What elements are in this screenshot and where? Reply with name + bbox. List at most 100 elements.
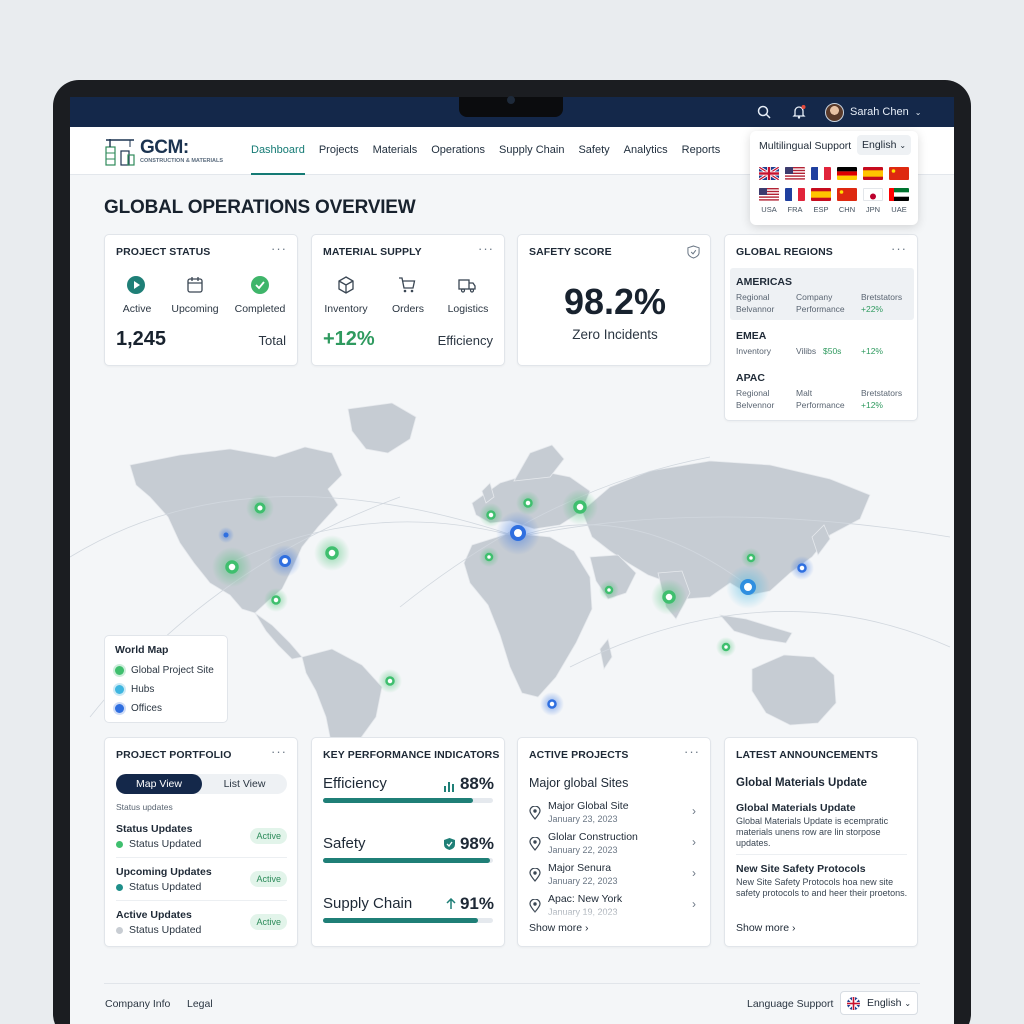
chevron-right-icon: › bbox=[692, 835, 696, 849]
nav-safety[interactable]: Safety bbox=[578, 144, 610, 156]
flag-code: ESP bbox=[813, 205, 829, 214]
announcement-title[interactable]: New Site Safety Protocols bbox=[736, 863, 866, 875]
tab-list-view[interactable]: List View bbox=[223, 778, 266, 790]
chn-flag-icon[interactable] bbox=[837, 188, 857, 201]
tab-map-view[interactable]: Map View bbox=[116, 774, 202, 794]
card-title: PROJECT STATUS bbox=[116, 246, 211, 258]
status-label-upcoming: Upcoming bbox=[171, 303, 219, 315]
chevron-down-icon: ⌄ bbox=[904, 999, 912, 1008]
logo-subtitle: CONSTRUCTION & MATERIALS bbox=[140, 158, 224, 164]
region-americas[interactable]: AMERICAS Regional Belvannor Company Perf… bbox=[730, 268, 914, 320]
nav-dashboard[interactable]: Dashboard bbox=[251, 127, 305, 175]
footer-company-link[interactable]: Company Info bbox=[105, 998, 171, 1010]
avatar bbox=[825, 102, 844, 122]
markers bbox=[212, 489, 814, 716]
legend-title: World Map bbox=[115, 644, 169, 656]
portfolio-row-title: Upcoming Updates bbox=[116, 866, 212, 878]
active-projects-card: ACTIVE PROJECTS ··· Major global Sites M… bbox=[517, 737, 711, 947]
kpi-name: Efficiency bbox=[323, 775, 387, 792]
portfolio-row-title: Status Updates bbox=[116, 823, 193, 835]
esp-flag-icon[interactable] bbox=[811, 188, 831, 201]
more-icon[interactable]: ··· bbox=[891, 241, 907, 256]
status-badge: Active bbox=[250, 914, 287, 930]
legend-item-hubs[interactable]: Hubs bbox=[115, 684, 154, 695]
footer-language-label: Language Support bbox=[747, 998, 834, 1010]
portfolio-row-title: Active Updates bbox=[116, 909, 192, 921]
map-pin-icon bbox=[529, 868, 541, 882]
spain-flag-icon[interactable] bbox=[863, 167, 883, 180]
germany-flag-icon[interactable] bbox=[837, 167, 857, 180]
nav-operations[interactable]: Operations bbox=[431, 144, 486, 156]
app-screen: Sarah Chen ⌄ GCM: CONSTRUCTION & MATERIA… bbox=[70, 97, 954, 1024]
main-nav: Dashboard Projects Materials Operations … bbox=[251, 127, 734, 175]
announcement-body: New Site Safety Protocols hoa new site s… bbox=[736, 877, 908, 898]
world-map[interactable] bbox=[70, 387, 954, 747]
footer-legal-link[interactable]: Legal bbox=[187, 998, 213, 1010]
uae-flag-icon[interactable] bbox=[889, 188, 909, 201]
show-more-link[interactable]: Show more › bbox=[529, 922, 589, 934]
uk-flag-icon[interactable] bbox=[759, 167, 779, 180]
active-projects-subtitle: Major global Sites bbox=[529, 776, 629, 790]
kpi-progress-fill bbox=[323, 918, 478, 923]
more-icon[interactable]: ··· bbox=[478, 241, 494, 256]
search-icon[interactable] bbox=[756, 104, 772, 120]
more-icon[interactable]: ··· bbox=[684, 744, 700, 759]
more-icon[interactable]: ··· bbox=[271, 241, 287, 256]
jpn-flag-icon[interactable] bbox=[863, 188, 883, 201]
cart-icon bbox=[399, 277, 416, 293]
user-menu[interactable]: Sarah Chen ⌄ bbox=[825, 102, 921, 122]
footer-language-select[interactable]: English ⌄ bbox=[840, 991, 918, 1015]
total-count: 1,245 bbox=[116, 328, 167, 350]
efficiency-change: +12% bbox=[323, 328, 375, 350]
map-pin-icon bbox=[529, 899, 541, 913]
legend-item-project-site[interactable]: Global Project Site bbox=[115, 665, 214, 676]
card-title: KEY PERFORMANCE INDICATORS bbox=[323, 749, 500, 761]
legend-item-offices[interactable]: Offices bbox=[115, 703, 162, 714]
portfolio-row-sub: Status Updated bbox=[116, 924, 201, 936]
status-label-active: Active bbox=[122, 303, 152, 315]
bar-chart-icon bbox=[444, 782, 454, 792]
crane-logo-icon bbox=[105, 139, 135, 166]
announcement-body: Global Materials Update is ecempratic ma… bbox=[736, 816, 889, 848]
nav-reports[interactable]: Reports bbox=[681, 144, 721, 156]
portfolio-row-sub: Status Updated bbox=[116, 838, 201, 850]
arrow-up-icon bbox=[446, 898, 456, 909]
region-emea[interactable]: EMEA Inventory Vilibs $50s +12% bbox=[736, 330, 883, 356]
china-flag-icon[interactable] bbox=[889, 167, 909, 180]
fra-flag-icon[interactable] bbox=[785, 188, 805, 201]
efficiency-label: Efficiency bbox=[437, 333, 493, 348]
map-pin-icon bbox=[529, 806, 541, 820]
kpi-progress bbox=[323, 798, 493, 803]
us-flag-icon[interactable] bbox=[785, 167, 805, 180]
nav-analytics[interactable]: Analytics bbox=[623, 144, 668, 156]
announcement-title[interactable]: Global Materials Update bbox=[736, 802, 856, 814]
supply-label-inventory: Inventory bbox=[324, 303, 368, 315]
kpi-name: Safety bbox=[323, 835, 366, 852]
kpi-value: 88% bbox=[459, 774, 494, 793]
logo-title: GCM: bbox=[140, 137, 189, 158]
region-apac[interactable]: APAC Regional Belvennor Malt Performance… bbox=[736, 372, 903, 410]
map-pin-icon bbox=[529, 837, 541, 851]
logo[interactable]: GCM: CONSTRUCTION & MATERIALS bbox=[104, 135, 234, 167]
france-flag-icon[interactable] bbox=[811, 167, 831, 180]
usa-flag-icon[interactable] bbox=[759, 188, 779, 201]
card-title: ACTIVE PROJECTS bbox=[529, 749, 629, 761]
show-more-link[interactable]: Show more › bbox=[736, 922, 796, 934]
kpi-value: 91% bbox=[459, 894, 494, 913]
material-supply-card: MATERIAL SUPPLY ··· Inventory Orders Log… bbox=[311, 234, 505, 366]
flag-code: USA bbox=[761, 205, 777, 214]
kpi-name: Supply Chain bbox=[323, 895, 413, 912]
nav-supply-chain[interactable]: Supply Chain bbox=[499, 144, 565, 156]
language-select[interactable]: English ⌄ bbox=[857, 135, 911, 155]
kpi-progress bbox=[323, 918, 493, 923]
flag-code: UAE bbox=[891, 205, 907, 214]
chevron-right-icon: › bbox=[692, 897, 696, 911]
project-status-card: PROJECT STATUS ··· Active Upcoming Compl… bbox=[104, 234, 298, 366]
box-icon bbox=[338, 276, 354, 294]
bell-icon[interactable] bbox=[791, 104, 807, 120]
play-icon bbox=[127, 276, 145, 294]
more-icon[interactable]: ··· bbox=[271, 744, 287, 759]
nav-materials[interactable]: Materials bbox=[372, 144, 418, 156]
nav-projects[interactable]: Projects bbox=[318, 144, 359, 156]
card-title: SAFETY SCORE bbox=[529, 246, 612, 258]
